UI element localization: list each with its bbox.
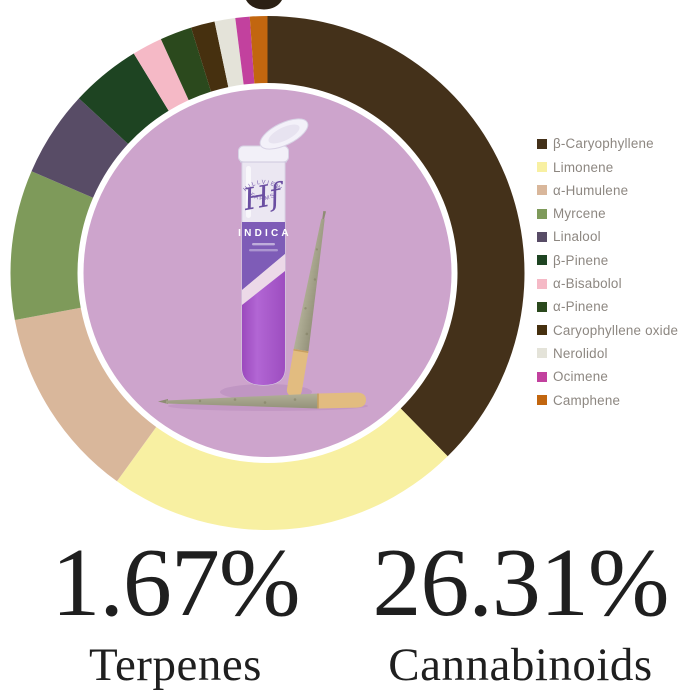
legend-item: α-Bisabolol [537, 276, 678, 292]
terpenes-stat: 1.67% Terpenes [18, 534, 333, 689]
donut-segment--pinene [160, 27, 212, 101]
legend-label: Limonene [553, 159, 614, 175]
brand-arc-bottom: FARMS [249, 192, 276, 202]
legend-item: Linalool [537, 229, 678, 245]
tube-cap-lid [259, 118, 309, 150]
legend-item: β-Caryophyllene [537, 136, 678, 152]
donut-segment-linalool [31, 98, 129, 198]
legend-swatch [537, 162, 547, 173]
donut-segment--caryophyllene [267, 16, 525, 457]
legend-item: β-Pinene [537, 252, 678, 268]
legend-label: α-Pinene [553, 299, 609, 315]
cannabinoids-value: 26.31% [372, 529, 669, 637]
leaning-joint [286, 210, 326, 397]
legend-swatch [537, 255, 547, 266]
donut-segment-caryophyllene-oxide [191, 21, 229, 92]
terpenes-label: Terpenes [89, 639, 262, 691]
legend-swatch [537, 208, 547, 219]
tube-bottom [242, 271, 285, 385]
legend-swatch [537, 348, 547, 359]
terpene-legend: β-Caryophyllene Limonene α-Humulene Myrc… [537, 136, 679, 417]
donut-slices [10, 15, 525, 531]
legend-label: Camphene [553, 392, 621, 408]
legend-item: Caryophyllene oxide [537, 322, 679, 338]
legend-item: α-Humulene [537, 182, 678, 198]
legend-item: Limonene [537, 159, 678, 175]
legend-swatch [537, 138, 547, 149]
legend-label: Myrcene [553, 206, 606, 222]
donut-segment-limonene [116, 408, 448, 531]
terpenes-value: 1.67% [51, 529, 300, 637]
donut-segment-camphene [249, 15, 268, 84]
legend-label: Linalool [553, 229, 601, 245]
donut-segment--humulene [14, 307, 157, 482]
legend-item: Camphene [537, 392, 678, 408]
legend-label: α-Bisabolol [553, 276, 622, 292]
strain-label: INDICA [238, 228, 292, 239]
legend-swatch [537, 395, 547, 406]
donut-segment-ocimene [235, 16, 255, 85]
top-edge-sliver [246, 0, 282, 10]
donut-segment--pinene [78, 53, 169, 144]
legend-item: Myrcene [537, 206, 678, 222]
cannabinoids-stat: 26.31% Cannabinoids [348, 534, 693, 689]
legend-swatch [537, 325, 547, 336]
lying-joint [158, 392, 366, 409]
tube-highlight [246, 166, 251, 218]
legend-item: α-Pinene [537, 299, 678, 315]
legend-label: α-Humulene [553, 182, 629, 198]
legend-swatch [537, 231, 547, 242]
legend-label: β-Caryophyllene [553, 136, 654, 152]
label-fine-print-line [252, 243, 275, 246]
legend-swatch [537, 371, 547, 382]
legend-label: Ocimene [553, 369, 608, 385]
product-photo: HILLVIEW FARMS Hf INDICA [158, 118, 368, 411]
legend-label: β-Pinene [553, 252, 609, 268]
donut-segment-nerolidol [214, 18, 244, 88]
legend-item: Ocimene [537, 369, 678, 385]
label-fine-print-line [249, 249, 278, 252]
donut-segment--bisabolol [133, 39, 189, 111]
legend-item: Nerolidol [537, 345, 678, 361]
legend-swatch [537, 278, 547, 289]
strain-band [242, 222, 285, 290]
legend-label: Nerolidol [553, 345, 608, 361]
cannabinoids-label: Cannabinoids [388, 639, 653, 691]
label-stripe [242, 254, 285, 305]
donut-segment-myrcene [10, 171, 94, 321]
legend-swatch [537, 301, 547, 312]
brand-arc-bottom-text: FARMS [249, 192, 277, 202]
legend-swatch [537, 185, 547, 196]
legend-label: Caryophyllene oxide [553, 322, 679, 338]
